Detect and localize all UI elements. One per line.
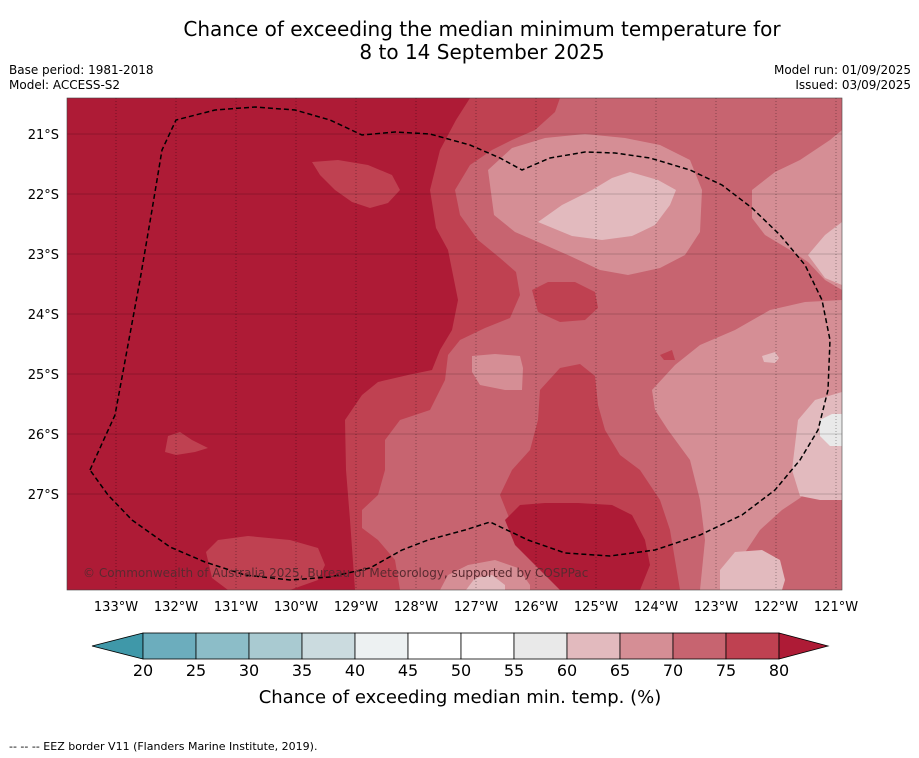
colorbar-segment <box>248 632 303 660</box>
region-65-70-patch <box>472 354 523 390</box>
lat-tick-label: 25°S <box>28 368 59 383</box>
lon-tick-label: 131°W <box>214 600 258 615</box>
base-period-text: Base period: 1981-2018 <box>9 63 154 77</box>
lat-tick-label: 27°S <box>28 488 59 503</box>
copyright-text: © Commonwealth of Australia 2025, Bureau… <box>83 566 588 580</box>
map-frame <box>66 97 843 591</box>
title-line-2: 8 to 14 September 2025 <box>359 40 605 64</box>
issued-text: Issued: 03/09/2025 <box>795 78 911 92</box>
colorbar-title: Chance of exceeding median min. temp. (%… <box>259 687 662 708</box>
region-above-80-island <box>505 503 650 590</box>
lat-tick-labels: 21°S 22°S 23°S 24°S 25°S 26°S 27°S <box>28 128 59 503</box>
colorbar-tick-label: 45 <box>398 661 418 680</box>
colorbar-tick-label: 60 <box>557 661 577 680</box>
colorbar-tick-label: 70 <box>663 661 683 680</box>
lon-tick-label: 132°W <box>154 600 198 615</box>
colorbar-tick-label: 35 <box>292 661 312 680</box>
lon-tick-label: 128°W <box>394 600 438 615</box>
region-55-60 <box>820 414 842 446</box>
colorbar-segment <box>354 632 409 660</box>
lon-tick-labels: 133°W 132°W 131°W 130°W 129°W 128°W 127°… <box>94 600 858 615</box>
colorbar-segment <box>460 632 515 660</box>
meta-left: Base period: 1981-2018 Model: ACCESS-S2 <box>9 63 154 93</box>
region-65-70-south <box>440 560 530 590</box>
colorbar-tick-label: 25 <box>186 661 206 680</box>
lon-tick-label: 126°W <box>514 600 558 615</box>
region-75-80-island-c <box>660 350 675 360</box>
graticule <box>115 98 837 590</box>
lat-tick-label: 24°S <box>28 308 59 323</box>
colorbar-labels: 20 25 30 35 40 45 50 55 60 65 70 75 80 <box>133 661 789 680</box>
lon-tick-label: 130°W <box>274 600 318 615</box>
colorbar-segment <box>725 632 780 660</box>
colorbar-tick-label: 30 <box>239 661 259 680</box>
colorbar-extend-low <box>91 632 144 660</box>
colorbar-segment <box>407 632 462 660</box>
lat-tick-label: 22°S <box>28 188 59 203</box>
colorbar <box>91 632 830 660</box>
lat-tick-label: 21°S <box>28 128 59 143</box>
lat-tick-label: 23°S <box>28 248 59 263</box>
colorbar-tick-label: 40 <box>345 661 365 680</box>
colorbar-tick-label: 80 <box>769 661 789 680</box>
lat-tick-label: 26°S <box>28 428 59 443</box>
model-text: Model: ACCESS-S2 <box>9 78 121 92</box>
colorbar-segment <box>301 632 356 660</box>
region-60-65-north <box>538 172 676 240</box>
region-60-65-south <box>720 550 785 590</box>
region-75-80-south-blob <box>206 536 325 590</box>
colorbar-segment <box>672 632 727 660</box>
region-75-80-island-a <box>532 282 598 322</box>
colorbar-tick-label: 75 <box>716 661 736 680</box>
lon-tick-label: 122°W <box>754 600 798 615</box>
region-65-70-east <box>652 300 842 590</box>
lon-tick-label: 121°W <box>814 600 858 615</box>
colorbar-extend-high <box>778 632 830 660</box>
lon-tick-label: 133°W <box>94 600 138 615</box>
colorbar-segment <box>195 632 250 660</box>
lon-tick-label: 125°W <box>574 600 618 615</box>
colorbar-segment <box>513 632 568 660</box>
colorbar-tick-label: 20 <box>133 661 153 680</box>
eez-border <box>89 106 831 581</box>
colorbar-segment <box>619 632 674 660</box>
lon-tick-label: 123°W <box>694 600 738 615</box>
meta-right: Model run: 01/09/2025 Issued: 03/09/2025 <box>774 63 911 93</box>
region-60-65-east <box>808 222 842 285</box>
lon-tick-label: 127°W <box>454 600 498 615</box>
colorbar-segment <box>566 632 621 660</box>
lon-tick-label: 129°W <box>334 600 378 615</box>
region-75-80-north-blob <box>312 160 400 208</box>
lon-tick-label: 124°W <box>634 600 678 615</box>
latitude-lines <box>67 133 842 495</box>
colorbar-tick-label: 50 <box>451 661 471 680</box>
map-panel: © Commonwealth of Australia 2025, Bureau… <box>67 98 842 590</box>
colorbar-segment <box>142 632 197 660</box>
title-line-1: Chance of exceeding the median minimum t… <box>183 17 781 41</box>
region-60-65-dot <box>762 352 779 363</box>
map-title: Chance of exceeding the median minimum t… <box>0 18 919 64</box>
colorbar-tick-label: 55 <box>504 661 524 680</box>
colorbar-tick-label: 65 <box>610 661 630 680</box>
footer-note: -- -- -- EEZ border V11 (Flanders Marine… <box>9 740 318 753</box>
model-run-text: Model run: 01/09/2025 <box>773 63 911 77</box>
